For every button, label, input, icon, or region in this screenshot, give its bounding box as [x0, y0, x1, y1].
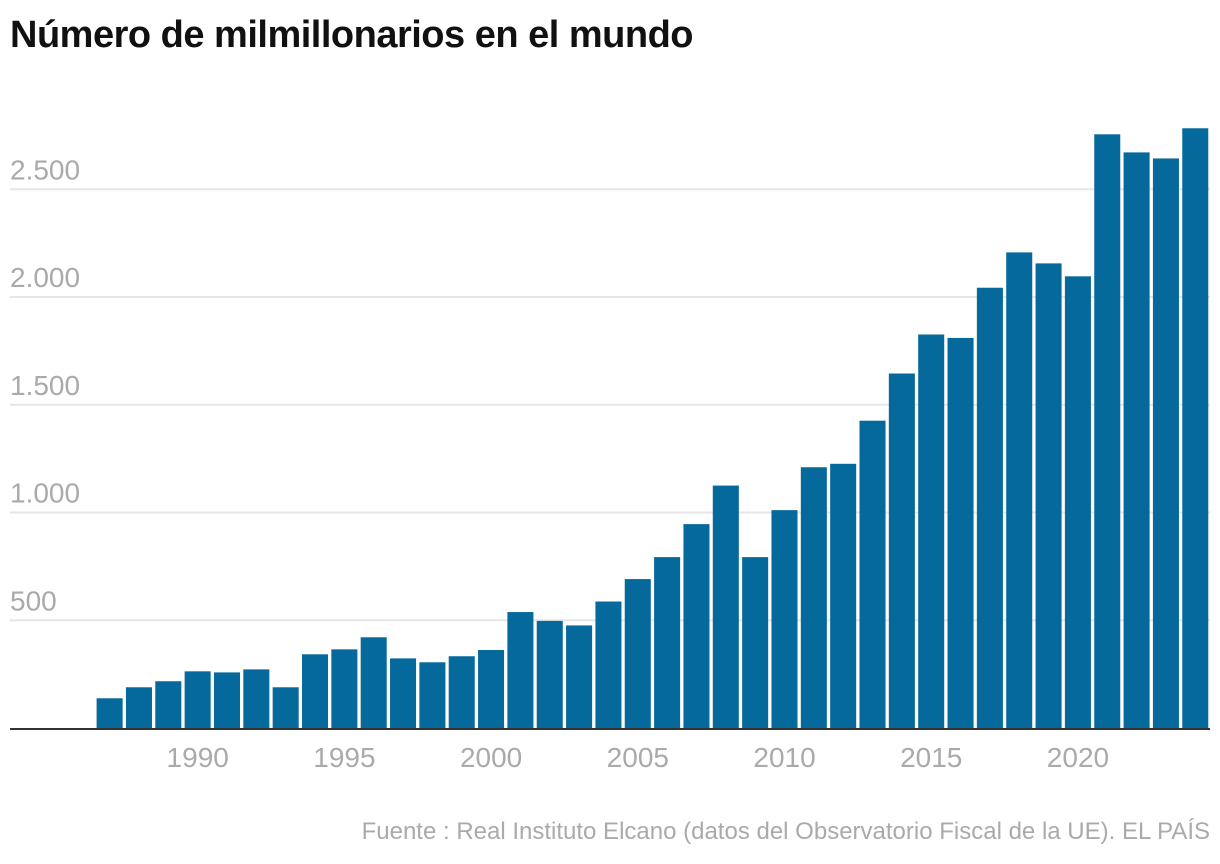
bar-1987 — [96, 698, 123, 728]
bar-1995 — [331, 649, 358, 728]
bar-1990 — [184, 671, 211, 728]
x-tick-label: 2000 — [460, 742, 522, 773]
y-tick-label: 2.000 — [10, 262, 80, 293]
bar-2022 — [1123, 152, 1150, 728]
bar-2006 — [654, 557, 681, 728]
bar-2013 — [859, 420, 886, 728]
bar-1991 — [213, 672, 241, 728]
bar-2011 — [800, 467, 827, 728]
x-tick-label: 2005 — [607, 742, 669, 773]
bar-2024 — [1182, 128, 1209, 729]
y-tick-label: 2.500 — [10, 154, 80, 185]
bar-2007 — [683, 524, 710, 728]
chart-title: Número de milmillonarios en el mundo — [10, 14, 694, 56]
bar-2021 — [1094, 134, 1121, 729]
bar-2017 — [976, 287, 1003, 728]
bar-1992 — [243, 669, 270, 728]
source-note: Fuente : Real Instituto Elcano (datos de… — [361, 818, 1210, 845]
bar-2001 — [507, 612, 534, 728]
bar-2016 — [947, 337, 974, 728]
y-tick-label: 500 — [10, 585, 57, 616]
bar-2010 — [771, 510, 798, 728]
bar-2004 — [595, 601, 622, 728]
bar-1997 — [390, 658, 417, 728]
bar-2008 — [712, 485, 739, 728]
bar-2000 — [478, 649, 505, 728]
bar-2023 — [1152, 158, 1179, 729]
bar-2005 — [624, 579, 651, 728]
bar-1993 — [272, 687, 299, 728]
bar-1994 — [301, 654, 329, 728]
y-tick-label: 1.000 — [10, 478, 80, 509]
bar-2003 — [566, 625, 593, 728]
bar-1989 — [155, 681, 182, 728]
bar-1988 — [125, 687, 152, 728]
bar-1996 — [360, 637, 387, 728]
bar-2019 — [1035, 263, 1062, 728]
bar-2014 — [888, 373, 915, 728]
bar-2009 — [742, 557, 769, 728]
y-tick-label: 1.500 — [10, 370, 80, 401]
bar-2012 — [830, 463, 857, 728]
x-tick-label: 1990 — [167, 742, 229, 773]
x-tick-label: 1995 — [313, 742, 375, 773]
bar-1998 — [419, 662, 446, 728]
x-tick-label: 2010 — [753, 742, 815, 773]
bar-2015 — [918, 334, 945, 728]
bar-1999 — [448, 656, 475, 728]
bar-2002 — [536, 620, 563, 728]
bar-2018 — [1006, 252, 1033, 729]
x-tick-label: 2020 — [1047, 742, 1109, 773]
bar-2020 — [1064, 276, 1091, 728]
x-tick-label: 2015 — [900, 742, 962, 773]
